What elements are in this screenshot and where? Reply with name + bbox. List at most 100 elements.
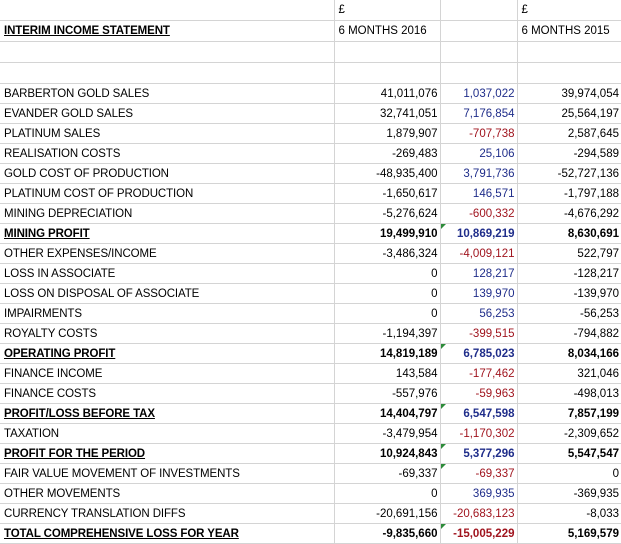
cell[interactable] — [334, 41, 441, 63]
cell[interactable] — [440, 20, 518, 42]
cell[interactable] — [517, 62, 621, 84]
change-cell[interactable]: 369,935 — [440, 483, 518, 504]
change-cell[interactable]: 128,217 — [440, 263, 518, 284]
value-2015-cell[interactable]: -128,217 — [517, 263, 621, 284]
value-2016-cell[interactable]: 19,499,910 — [334, 223, 441, 244]
value-2015-cell[interactable]: -2,309,652 — [517, 423, 621, 444]
line-item-label[interactable]: PROFIT/LOSS BEFORE TAX — [0, 403, 335, 424]
value-2015-cell[interactable]: 2,587,645 — [517, 123, 621, 144]
line-item-label[interactable]: TAXATION — [0, 423, 335, 444]
line-item-label[interactable]: FINANCE INCOME — [0, 363, 335, 384]
value-2015-cell[interactable]: -139,970 — [517, 283, 621, 304]
value-2016-cell[interactable]: -1,650,617 — [334, 183, 441, 204]
value-2015-cell[interactable]: -498,013 — [517, 383, 621, 404]
line-item-label[interactable]: MINING DEPRECIATION — [0, 203, 335, 224]
value-2016-cell[interactable]: -69,337 — [334, 463, 441, 484]
line-item-label[interactable]: REALISATION COSTS — [0, 143, 335, 164]
value-2016-cell[interactable]: 14,404,797 — [334, 403, 441, 424]
value-2016-cell[interactable]: 32,741,051 — [334, 103, 441, 124]
line-item-label[interactable]: TOTAL COMPREHENSIVE LOSS FOR YEAR — [0, 523, 335, 544]
value-2015-cell[interactable]: 7,857,199 — [517, 403, 621, 424]
change-cell[interactable]: 6,547,598 — [440, 403, 518, 424]
value-2015-cell[interactable]: 321,046 — [517, 363, 621, 384]
change-cell[interactable]: -15,005,229 — [440, 523, 518, 544]
change-cell[interactable]: -1,170,302 — [440, 423, 518, 444]
change-cell[interactable]: 10,869,219 — [440, 223, 518, 244]
change-cell[interactable]: 146,571 — [440, 183, 518, 204]
cell[interactable] — [440, 62, 518, 84]
line-item-label[interactable]: GOLD COST OF PRODUCTION — [0, 163, 335, 184]
value-2015-cell[interactable]: 25,564,197 — [517, 103, 621, 124]
change-cell[interactable]: -177,462 — [440, 363, 518, 384]
value-2015-cell[interactable]: -369,935 — [517, 483, 621, 504]
line-item-label[interactable]: CURRENCY TRANSLATION DIFFS — [0, 503, 335, 524]
line-item-label[interactable]: FINANCE COSTS — [0, 383, 335, 404]
currency-2015-cell[interactable]: £ — [517, 0, 621, 21]
change-cell[interactable]: 25,106 — [440, 143, 518, 164]
value-2016-cell[interactable]: 41,011,076 — [334, 83, 441, 104]
change-cell[interactable]: -59,963 — [440, 383, 518, 404]
line-item-label[interactable]: EVANDER GOLD SALES — [0, 103, 335, 124]
value-2015-cell[interactable]: 8,630,691 — [517, 223, 621, 244]
line-item-label[interactable]: PROFIT FOR THE PERIOD — [0, 443, 335, 464]
line-item-label[interactable]: IMPAIRMENTS — [0, 303, 335, 324]
line-item-label[interactable]: PLATINUM COST OF PRODUCTION — [0, 183, 335, 204]
cell[interactable] — [0, 62, 335, 84]
change-cell[interactable]: -4,009,121 — [440, 243, 518, 264]
line-item-label[interactable]: ROYALTY COSTS — [0, 323, 335, 344]
value-2015-cell[interactable]: -4,676,292 — [517, 203, 621, 224]
cell[interactable] — [440, 41, 518, 63]
change-cell[interactable]: 139,970 — [440, 283, 518, 304]
line-item-label[interactable]: BARBERTON GOLD SALES — [0, 83, 335, 104]
value-2016-cell[interactable]: 0 — [334, 263, 441, 284]
change-cell[interactable]: -20,683,123 — [440, 503, 518, 524]
change-cell[interactable]: 5,377,296 — [440, 443, 518, 464]
cell[interactable] — [0, 41, 335, 63]
change-cell[interactable]: -69,337 — [440, 463, 518, 484]
column-header-2015[interactable]: 6 MONTHS 2015 — [517, 20, 621, 42]
change-cell[interactable]: 7,176,854 — [440, 103, 518, 124]
change-cell[interactable]: 1,037,022 — [440, 83, 518, 104]
value-2015-cell[interactable]: -294,589 — [517, 143, 621, 164]
value-2016-cell[interactable]: -557,976 — [334, 383, 441, 404]
change-cell[interactable]: -707,738 — [440, 123, 518, 144]
change-cell[interactable]: 6,785,023 — [440, 343, 518, 364]
line-item-label[interactable]: FAIR VALUE MOVEMENT OF INVESTMENTS — [0, 463, 335, 484]
change-cell[interactable]: 56,253 — [440, 303, 518, 324]
value-2016-cell[interactable]: -9,835,660 — [334, 523, 441, 544]
value-2015-cell[interactable]: 8,034,166 — [517, 343, 621, 364]
value-2016-cell[interactable]: 0 — [334, 283, 441, 304]
value-2015-cell[interactable]: 5,169,579 — [517, 523, 621, 544]
line-item-label[interactable]: LOSS IN ASSOCIATE — [0, 263, 335, 284]
statement-title[interactable]: INTERIM INCOME STATEMENT — [0, 20, 335, 42]
change-cell[interactable]: -399,515 — [440, 323, 518, 344]
cell[interactable] — [334, 62, 441, 84]
line-item-label[interactable]: MINING PROFIT — [0, 223, 335, 244]
value-2016-cell[interactable]: 0 — [334, 483, 441, 504]
column-header-2016[interactable]: 6 MONTHS 2016 — [334, 20, 441, 42]
value-2015-cell[interactable]: -52,727,136 — [517, 163, 621, 184]
value-2016-cell[interactable]: -48,935,400 — [334, 163, 441, 184]
currency-2016-cell[interactable]: £ — [334, 0, 441, 21]
value-2016-cell[interactable]: -5,276,624 — [334, 203, 441, 224]
value-2016-cell[interactable]: -269,483 — [334, 143, 441, 164]
change-cell[interactable]: 3,791,736 — [440, 163, 518, 184]
line-item-label[interactable]: PLATINUM SALES — [0, 123, 335, 144]
value-2015-cell[interactable]: 5,547,547 — [517, 443, 621, 464]
value-2015-cell[interactable]: 522,797 — [517, 243, 621, 264]
value-2015-cell[interactable]: -1,797,188 — [517, 183, 621, 204]
value-2015-cell[interactable]: -8,033 — [517, 503, 621, 524]
value-2016-cell[interactable]: 143,584 — [334, 363, 441, 384]
value-2015-cell[interactable]: -56,253 — [517, 303, 621, 324]
value-2016-cell[interactable]: -3,479,954 — [334, 423, 441, 444]
cell[interactable] — [440, 0, 518, 21]
value-2016-cell[interactable]: -3,486,324 — [334, 243, 441, 264]
value-2016-cell[interactable]: -20,691,156 — [334, 503, 441, 524]
line-item-label[interactable]: OPERATING PROFIT — [0, 343, 335, 364]
change-cell[interactable]: -600,332 — [440, 203, 518, 224]
value-2016-cell[interactable]: 14,819,189 — [334, 343, 441, 364]
value-2015-cell[interactable]: 0 — [517, 463, 621, 484]
value-2016-cell[interactable]: 1,879,907 — [334, 123, 441, 144]
line-item-label[interactable]: OTHER MOVEMENTS — [0, 483, 335, 504]
line-item-label[interactable]: LOSS ON DISPOSAL OF ASSOCIATE — [0, 283, 335, 304]
